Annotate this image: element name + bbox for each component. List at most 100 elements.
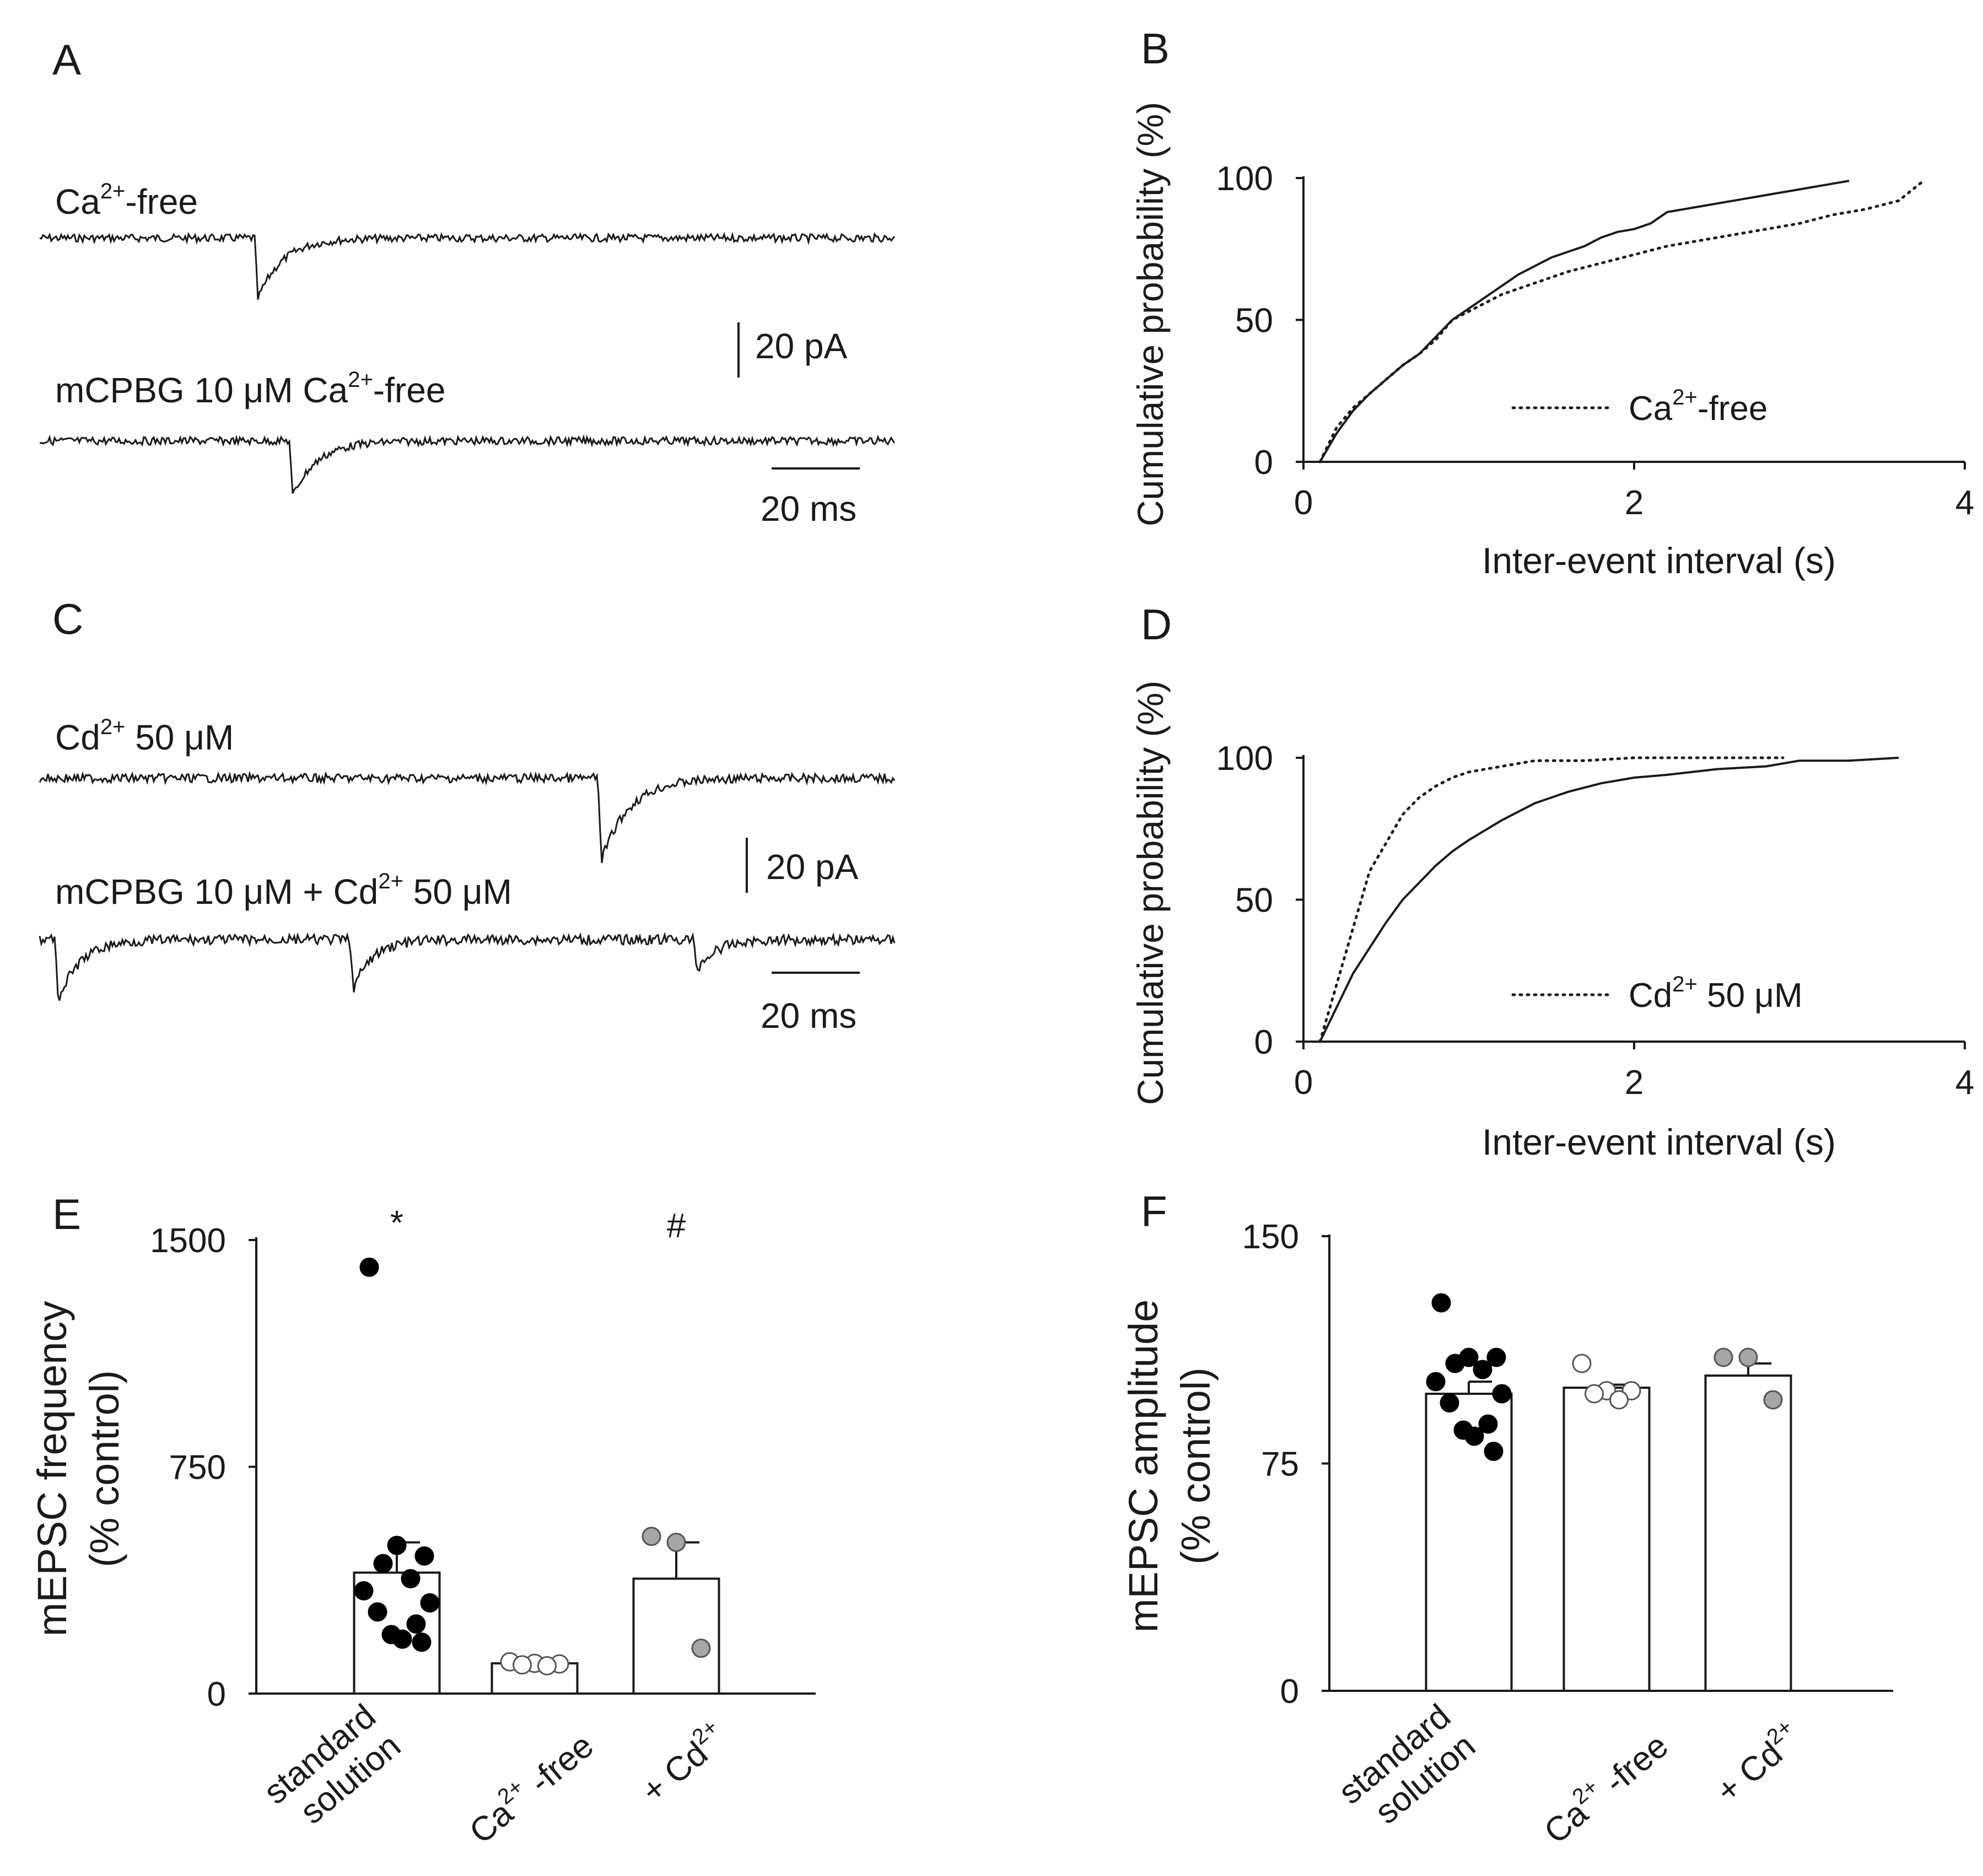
trace-mcpbg-ca-free [39,434,896,494]
y-tick-label: 50 [1235,882,1273,920]
y-tick-label: 0 [1254,1023,1273,1061]
x-tick-label: 0 [1294,1064,1313,1102]
y-tick-label: 100 [1216,160,1273,198]
data-point [1738,1347,1758,1367]
y-axis-title-f-line2: (% control) [1173,1367,1219,1565]
trace-label-mcpbg-cd-sup: 2+ [378,869,403,893]
legend-d-mu: μ [1754,977,1774,1015]
trace-label-ca-free-sup: 2+ [100,179,126,203]
bar-2 [632,1577,720,1695]
trace-label-ca-free-base: Ca [55,182,100,222]
panel-f: F mEPSC amplitude (% control) 0 75 150 sta… [1120,1187,1893,1851]
y-tick-label: 100 [1216,740,1273,778]
trace-label-mcpbg-ca-mu: μ [243,370,263,410]
data-point [513,1655,532,1675]
series-line-cd-d [1318,756,1785,1043]
legend-label-d: Cd2+ 50 μM [1629,972,1803,1015]
legend-d-end: M [1774,977,1803,1015]
trace-label-mcpbg-ca-sup: 2+ [348,368,373,392]
x-tick-label: 0 [1294,484,1313,522]
trace-label-mcpbg-cd-end: M [483,872,512,912]
data-point [1763,1390,1783,1410]
trace-label-mcpbg-cd: mCPBG 10 μM + Cd2+ 50 μM [55,869,512,912]
data-point [1445,1354,1465,1373]
y-tick-label: 75 [1261,1446,1299,1484]
y-tick-label: 0 [1254,444,1273,482]
data-point [420,1593,440,1613]
trace-ca-free [39,231,896,300]
data-point [1426,1372,1446,1392]
bar-2 [1704,1374,1792,1692]
category-label-cd-f: + Cd2+ [1706,1715,1809,1810]
data-point [387,1535,407,1555]
data-point [406,1614,426,1634]
data-point [1713,1347,1733,1367]
data-point [1440,1393,1459,1413]
trace-label-mcpbg-ca-free: mCPBG 10 μM Ca2+-free [55,368,445,410]
trace-label-mcpbg-cd-mid: M + Cd [263,872,378,912]
series-line-control-d [1319,757,1899,1042]
series-line-ca-free-b [1318,179,1925,463]
y-axis-title-d: Cumulative probability (%) [1130,681,1171,1105]
trace-label-mcpbg-cd-rest: 50 [403,872,462,912]
data-point [1572,1354,1592,1373]
category-label-cd-e: + Cd2+ [632,1715,734,1810]
data-point [1585,1384,1604,1404]
trace-label-mcpbg-ca-rest: -free [373,370,446,410]
y-axis-title-b: Cumulative probability (%) [1130,102,1171,526]
scale-label-current-c: 20 pA [766,847,859,887]
trace-label-cd-sup: 2+ [100,715,126,739]
y-tick-label: 0 [207,1675,226,1713]
series-line-control-b [1319,180,1850,463]
data-point [1486,1347,1506,1367]
data-point [412,1632,432,1652]
legend-label-b: Ca2+-free [1629,385,1768,428]
significance-marker-cd: # [667,1207,686,1245]
category-labels-e: standard solution Ca2+ -free + Cd2+ [257,1697,734,1851]
panel-c: C Cd2+ 50 μM 20 pA mCPBG 10 μM + Cd2+ 50… [39,595,896,1036]
trace-label-cd-mu: μ [184,718,204,757]
trace-label-ca-free-rest: -free [125,182,198,222]
data-point [392,1629,412,1649]
category-label-ca-free-f-rest: -free [1590,1727,1675,1807]
scale-label-time-c: 20 ms [761,996,856,1036]
trace-label-mcpbg-cd-mu2: μ [462,872,483,912]
x-tick-label: 2 [1625,1064,1643,1102]
legend-b-rest: -free [1698,390,1768,428]
trace-label-mcpbg-ca-pre: mCPBG 10 [55,370,243,410]
trace-label-cd-end: M [204,718,234,757]
panel-letter-d: D [1141,600,1172,649]
category-label-ca-free-e: Ca2+ -free [460,1723,601,1851]
data-point [1431,1293,1451,1313]
legend-b-base: Ca [1629,390,1673,428]
x-axis-title-d: Inter-event interval (s) [1482,1122,1836,1162]
data-point [1609,1390,1629,1410]
trace-label-mcpbg-cd-mu: μ [243,872,263,912]
data-point [642,1527,661,1546]
x-tick-label: 2 [1625,484,1643,522]
category-labels-f: standard solution Ca2+ -free + Cd2+ [1332,1697,1809,1851]
trace-label-cd: Cd2+ 50 μM [55,715,234,757]
data-point [1492,1384,1512,1404]
y-tick-label: 750 [169,1449,226,1487]
panel-letter-a: A [52,35,81,84]
legend-d-sup: 2+ [1672,972,1698,996]
significance-marker-standard: * [390,1204,403,1242]
data-point [414,1546,434,1566]
panel-e: E mEPSC frequency (% control) 0 750 1500 *… [29,1190,816,1851]
trace-label-mcpbg-cd-pre: mCPBG 10 [55,872,243,912]
data-point [691,1638,711,1658]
category-label-ca-free-e-rest: -free [515,1727,601,1807]
trace-label-cd-base: Cd [55,718,100,757]
trace-label-ca-free: Ca2+-free [55,179,198,222]
y-axis-title-e-line2: (% control) [82,1370,127,1567]
panel-letter-c: C [52,595,83,643]
panel-letter-f: F [1141,1187,1167,1236]
data-point [1478,1414,1498,1434]
trace-cd [39,770,896,864]
legend-d-rest: 50 [1698,977,1754,1015]
data-point [1464,1426,1484,1446]
